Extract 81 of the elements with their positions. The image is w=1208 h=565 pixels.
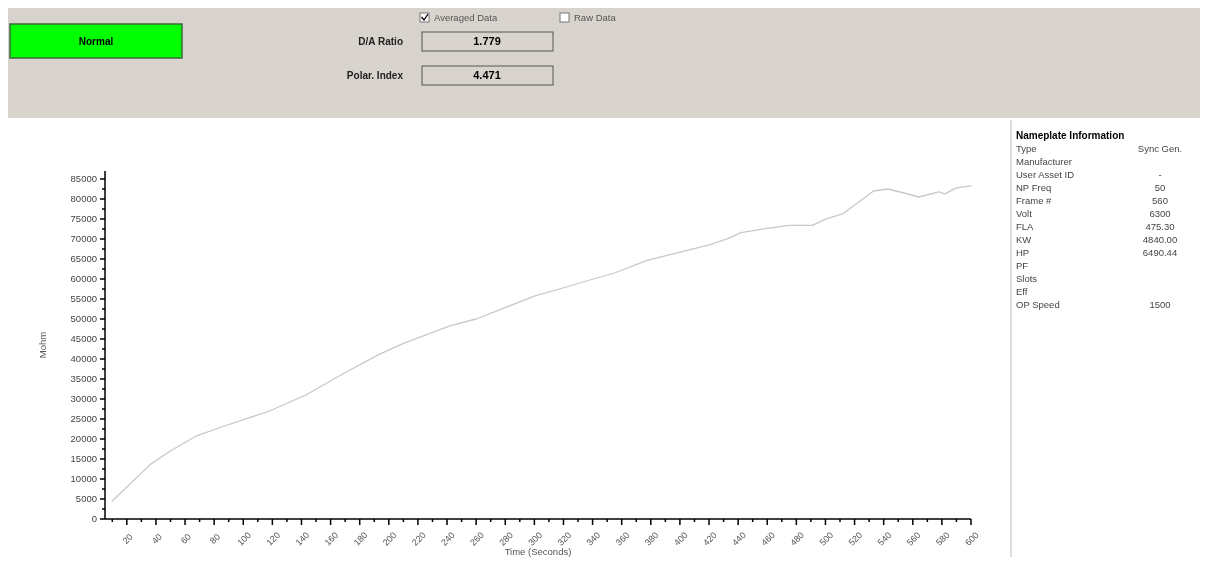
x-tick-label: 20 <box>120 531 135 546</box>
line-series <box>111 185 972 502</box>
y-tick-label: 25000 <box>70 413 97 425</box>
y-tick-label: 40000 <box>70 353 97 365</box>
x-tick-label: 580 <box>933 530 952 548</box>
data-label: 1.779 <box>473 35 501 47</box>
x-tick-label: 80 <box>207 531 223 546</box>
x-tick-label: 180 <box>351 530 370 548</box>
y-tick-label: 0 <box>91 513 97 525</box>
x-tick-label: 360 <box>613 530 632 548</box>
y-tick-label: 85000 <box>70 173 97 185</box>
text: 560 <box>1152 195 1168 206</box>
y-tick-label: 30000 <box>70 393 97 405</box>
y-tick-label: 35000 <box>70 373 97 385</box>
text: Nameplate Information <box>1016 130 1125 141</box>
y-tick-label: 20000 <box>70 433 97 445</box>
y-tick-label: 65000 <box>70 253 97 265</box>
text: 6300 <box>1149 208 1171 219</box>
category-label: Eff <box>1016 286 1028 297</box>
y-tick-label: 50000 <box>70 313 97 325</box>
x-tick-label: 420 <box>701 530 719 548</box>
y-tick-label: 70000 <box>70 233 97 245</box>
x-tick-label: 400 <box>671 530 690 548</box>
y-axis-title: Mohm <box>37 331 48 359</box>
x-tick-label: 340 <box>584 530 603 548</box>
category-label: PF <box>1016 260 1029 271</box>
category-label: KW <box>1016 234 1032 245</box>
data-label: 4.471 <box>473 69 501 81</box>
category-label: OP Speed <box>1016 299 1060 310</box>
x-tick-label: 280 <box>497 530 515 548</box>
x-tick-label: 100 <box>235 530 253 548</box>
text: - <box>1158 169 1162 180</box>
x-tick-label: 40 <box>149 531 164 546</box>
category-label: Manufacturer <box>1016 156 1072 167</box>
category-label: NP Freq <box>1016 182 1052 193</box>
category-label: FLA <box>1016 221 1035 232</box>
x-tick-label: 120 <box>264 530 283 548</box>
x-tick-label: 220 <box>409 530 428 548</box>
x-tick-label: 520 <box>846 530 865 548</box>
y-tick-label: 60000 <box>70 273 97 285</box>
x-tick-label: 560 <box>904 530 923 548</box>
y-tick-label: 15000 <box>70 453 97 465</box>
category-label: User Asset ID <box>1016 169 1075 180</box>
category-label: HP <box>1016 247 1030 258</box>
category-label: Frame # <box>1016 195 1053 206</box>
x-tick-label: 160 <box>322 530 341 548</box>
x-tick-label: 500 <box>817 530 836 548</box>
text: Raw Data <box>574 12 617 23</box>
category-label: Volt <box>1016 208 1033 219</box>
text: 475.30 <box>1145 221 1175 232</box>
x-tick-label: 140 <box>293 530 312 548</box>
x-tick-label: 480 <box>788 530 807 548</box>
y-tick-label: 5000 <box>75 493 97 505</box>
x-axis-title: Time (Seconds) <box>504 546 572 557</box>
x-tick-label: 380 <box>642 530 661 548</box>
text: Sync Gen. <box>1137 143 1183 154</box>
x-tick-label: 320 <box>555 530 574 548</box>
text: 4840.00 <box>1142 234 1178 245</box>
x-tick-label: 440 <box>730 530 748 548</box>
x-tick-label: 240 <box>439 530 457 548</box>
y-tick-label: 80000 <box>70 193 97 205</box>
x-tick-label: 460 <box>759 530 777 548</box>
text: 50 <box>1154 182 1166 193</box>
text: Normal <box>78 36 114 47</box>
category-label: Polar. Index <box>346 70 404 81</box>
y-tick-label: 55000 <box>70 293 97 305</box>
x-tick-label: 200 <box>380 530 399 548</box>
y-tick-label: 75000 <box>70 213 97 225</box>
text: Averaged Data <box>434 12 498 23</box>
x-tick-label: 300 <box>526 530 545 548</box>
y-tick-label: 45000 <box>70 333 97 345</box>
x-tick-label: 60 <box>178 531 194 546</box>
category-label: Slots <box>1016 273 1038 284</box>
x-tick-label: 540 <box>875 530 894 548</box>
category-label: D/A Ratio <box>358 36 403 47</box>
category-label: Type <box>1016 143 1037 154</box>
text: 1500 <box>1149 299 1171 310</box>
x-tick-label: 260 <box>468 530 486 548</box>
y-tick-label: 10000 <box>70 473 97 485</box>
text: 6490.44 <box>1142 247 1178 258</box>
x-tick-label: 600 <box>963 530 981 548</box>
